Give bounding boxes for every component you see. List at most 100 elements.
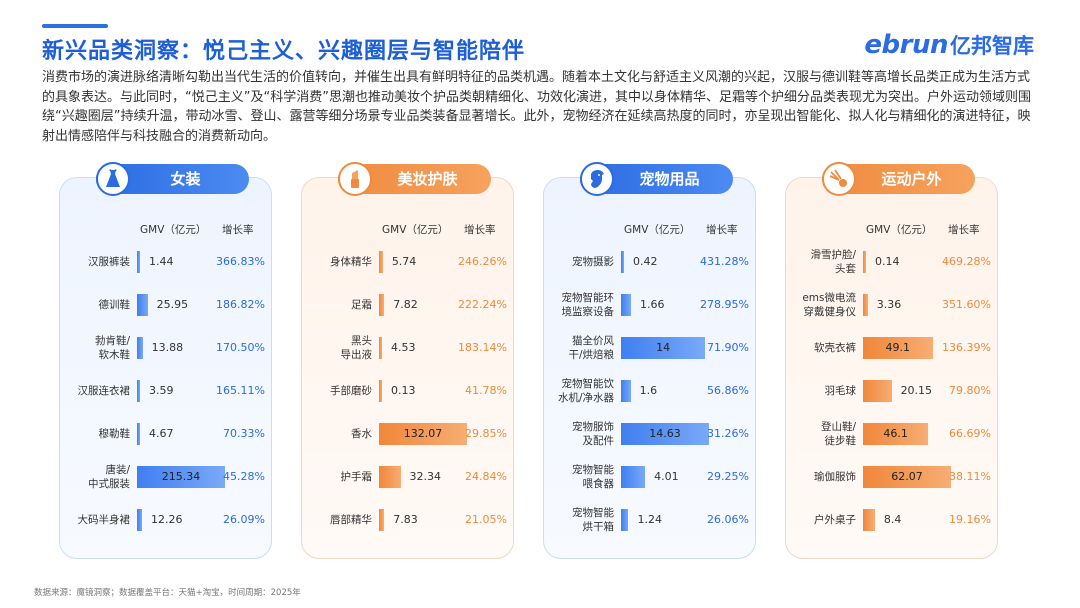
gmv-bar [863,380,892,402]
gmv-bar [863,509,875,531]
data-row: 勃肯鞋/软木鞋 13.88 170.50% [60,327,273,369]
gmv-bar [863,337,933,359]
growth-rate-label: 186.82% [216,298,265,311]
gmv-bar [863,251,866,273]
category-label: 汉服连衣裙 [77,385,131,397]
growth-rate-label: 366.83% [216,255,265,268]
gmv-value-label: 8.4 [883,513,902,526]
gmv-value-label: 13.88 [151,341,184,354]
data-row: 软壳衣裤 49.1 136.39% [786,327,999,369]
growth-rate-label: 26.09% [223,513,265,526]
category-label: 登山鞋/徒步鞋 [820,421,856,447]
category-label: 身体精华 [330,256,372,268]
data-row: 身体精华 5.74 246.26% [302,241,515,283]
category-label: 瑜伽服饰 [814,471,856,483]
lipstick-icon [338,162,372,196]
gmv-value-label: 215.34 [161,470,201,483]
growth-rate-label: 24.84% [465,470,507,483]
data-row: 唇部精华 7.83 21.05% [302,499,515,541]
category-label: 宠物服饰 及配件 [572,421,614,447]
gmv-bar [137,380,140,402]
gmv-bar [621,337,706,359]
growth-rate-label: 431.28% [700,255,749,268]
gmv-value-label: 25.95 [156,298,189,311]
growth-rate-label: 26.06% [707,513,749,526]
gmv-bar [621,423,709,445]
gmv-bar [379,466,401,488]
gmv-bar [863,466,951,488]
category-label: 唇部精华 [330,514,372,526]
gmv-value-label: 20.15 [900,384,933,397]
data-row: 黑头 导出液 4.53 183.14% [302,327,515,369]
category-label: ems微电流 穿戴健身仪 [802,292,856,318]
growth-rate-label: 21.05% [465,513,507,526]
category-label: 软壳衣裤 [814,342,856,354]
growth-rate-label: 31.26% [707,427,749,440]
category-label: 宠物智能环 境监察设备 [561,292,615,318]
gmv-bar [137,294,148,316]
ebrun-logo: ebrun亿邦智库 [864,30,1034,60]
category-panel: 运动户外 GMV（亿元） 增长率 滑雪护脸/头套 0.14 469.28% ems微电流 穿戴… [785,162,999,559]
gmv-bar [621,509,629,531]
gmv-column-header: GMV（亿元） [624,224,691,236]
category-label: 宠物智能 喂食器 [572,464,614,490]
data-source-note: 数据来源：魔镜洞察；数据覆盖平台：天猫+淘宝，时间周期：2025年 [34,588,301,598]
category-label: 大码半身裙 [77,514,131,526]
gmv-bar [379,380,382,402]
growth-rate-label: 79.80% [949,384,991,397]
gmv-value-label: 3.36 [876,298,902,311]
growth-rate-label: 45.28% [223,470,265,483]
growth-rate-label: 66.69% [949,427,991,440]
data-row: ems微电流 穿戴健身仪 3.36 351.60% [786,284,999,326]
data-row: 宠物智能 喂食器 4.01 29.25% [544,456,757,498]
category-panel: 美妆护肤 GMV（亿元） 增长率 身体精华 5.74 246.26% 足霜 7.82 222.2… [301,162,515,559]
growth-rate-label: 222.24% [458,298,507,311]
growth-rate-label: 351.60% [942,298,991,311]
data-row: 香水 132.07 29.85% [302,413,515,455]
growth-rate-label: 71.90% [707,341,749,354]
gmv-value-label: 12.26 [151,513,183,526]
growth-column-header: 增长率 [706,224,738,236]
category-label: 汉服裤装 [88,256,130,268]
growth-column-header: 增长率 [222,224,254,236]
intro-paragraph: 消费市场的演进脉络清晰勾勒出当代生活的价值转向，并催生出具有鲜明特征的品类机遇。… [42,70,1031,144]
data-row: 宠物摄影 0.42 431.28% [544,241,757,283]
data-row: 猫全价风 干/烘焙粮 14 71.90% [544,327,757,369]
gmv-value-label: 1.44 [149,255,174,268]
growth-rate-label: 170.50% [216,341,265,354]
growth-rate-label: 278.95% [700,298,749,311]
gmv-value-label: 1.6 [639,384,658,397]
gmv-value-label: 32.34 [409,470,442,483]
growth-rate-label: 29.25% [707,470,749,483]
gmv-bar [379,337,383,359]
gmv-bar [137,509,142,531]
gmv-bar [621,380,631,402]
gmv-value-label: 14.63 [649,427,681,440]
growth-rate-label: 38.11% [949,470,991,483]
gmv-value-label: 7.82 [393,298,418,311]
category-label: 香水 [351,428,372,440]
page-title: 新兴品类洞察：悦己主义、兴趣圈层与智能陪伴 [42,39,526,64]
category-label: 足霜 [351,299,372,311]
category-panel: 女装 GMV（亿元） 增长率 汉服裤装 1.44 366.83% 德训鞋 25.95 186.8… [59,162,273,559]
gmv-bar [379,251,383,273]
gmv-bar [621,294,631,316]
gmv-bar [137,423,140,445]
data-row: 宠物智能环 境监察设备 1.66 278.95% [544,284,757,326]
data-row: 护手霜 32.34 24.84% [302,456,515,498]
growth-rate-label: 165.11% [216,384,265,397]
gmv-bar [137,466,225,488]
category-label: 德训鞋 [98,299,131,311]
data-row: 足霜 7.82 222.24% [302,284,515,326]
category-label: 宠物智能 烘干箱 [572,507,614,533]
title-accent-line [42,24,108,28]
gmv-bar [863,423,929,445]
data-row: 汉服裤装 1.44 366.83% [60,241,273,283]
gmv-bar [621,251,624,273]
gmv-value-label: 1.66 [639,298,665,311]
data-row: 宠物智能饮 水机/净水器 1.6 56.86% [544,370,757,412]
category-label: 宠物智能饮 水机/净水器 [557,378,614,404]
data-row: 汉服连衣裙 3.59 165.11% [60,370,273,412]
data-row: 宠物智能 烘干箱 1.24 26.06% [544,499,757,541]
category-label: 穆勒鞋 [98,428,131,440]
